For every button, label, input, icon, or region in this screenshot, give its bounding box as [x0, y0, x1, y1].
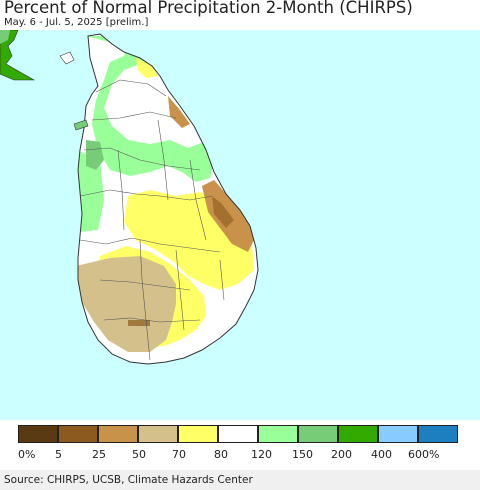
legend-swatch [218, 425, 258, 443]
legend: 0% 5 25 50 70 80 120 150 200 400 600% [0, 425, 480, 470]
legend-swatch [138, 425, 178, 443]
legend-label: 50 [132, 448, 146, 461]
legend-label: 150 [292, 448, 313, 461]
mannar-island [73, 119, 89, 131]
patch [226, 250, 238, 260]
district-borders [79, 79, 225, 361]
jaffna-islands [59, 51, 75, 65]
map-title: Percent of Normal Precipitation 2-Month … [4, 0, 413, 17]
legend-swatch [258, 425, 298, 443]
legend-label: 70 [172, 448, 186, 461]
legend-swatch [178, 425, 218, 443]
zone-dry-north [136, 58, 158, 78]
legend-label: 25 [92, 448, 106, 461]
zone-above-normal-north [86, 36, 214, 182]
legend-label: 5 [55, 448, 62, 461]
legend-label: 120 [251, 448, 272, 461]
legend-swatch [98, 425, 138, 443]
legend-swatch [18, 425, 58, 443]
zone-above-normal-west [78, 150, 104, 232]
patch [128, 320, 150, 326]
india-landmass [0, 30, 36, 81]
source-text: Source: CHIRPS, UCSB, Climate Hazards Ce… [4, 474, 253, 486]
legend-label: 80 [214, 448, 228, 461]
zone-wet-northwest [86, 140, 104, 170]
legend-swatch [418, 425, 458, 443]
legend-swatch [378, 425, 418, 443]
legend-swatch [338, 425, 378, 443]
patch [130, 210, 140, 220]
patch [140, 196, 154, 208]
legend-swatch [298, 425, 338, 443]
source-bar: Source: CHIRPS, UCSB, Climate Hazards Ce… [0, 470, 480, 490]
zone-dry-east-inner [212, 196, 234, 228]
india-coast-green [0, 30, 10, 44]
zone-dry-northeast [168, 96, 190, 128]
legend-label: 0% [18, 448, 36, 461]
legend-label: 600% [408, 448, 440, 461]
precipitation-map [0, 30, 480, 420]
map-subtitle: May. 6 - Jul. 5, 2025 [prelim.] [4, 17, 149, 28]
legend-label: 400 [371, 448, 392, 461]
legend-swatch [58, 425, 98, 443]
legend-label: 200 [331, 448, 352, 461]
